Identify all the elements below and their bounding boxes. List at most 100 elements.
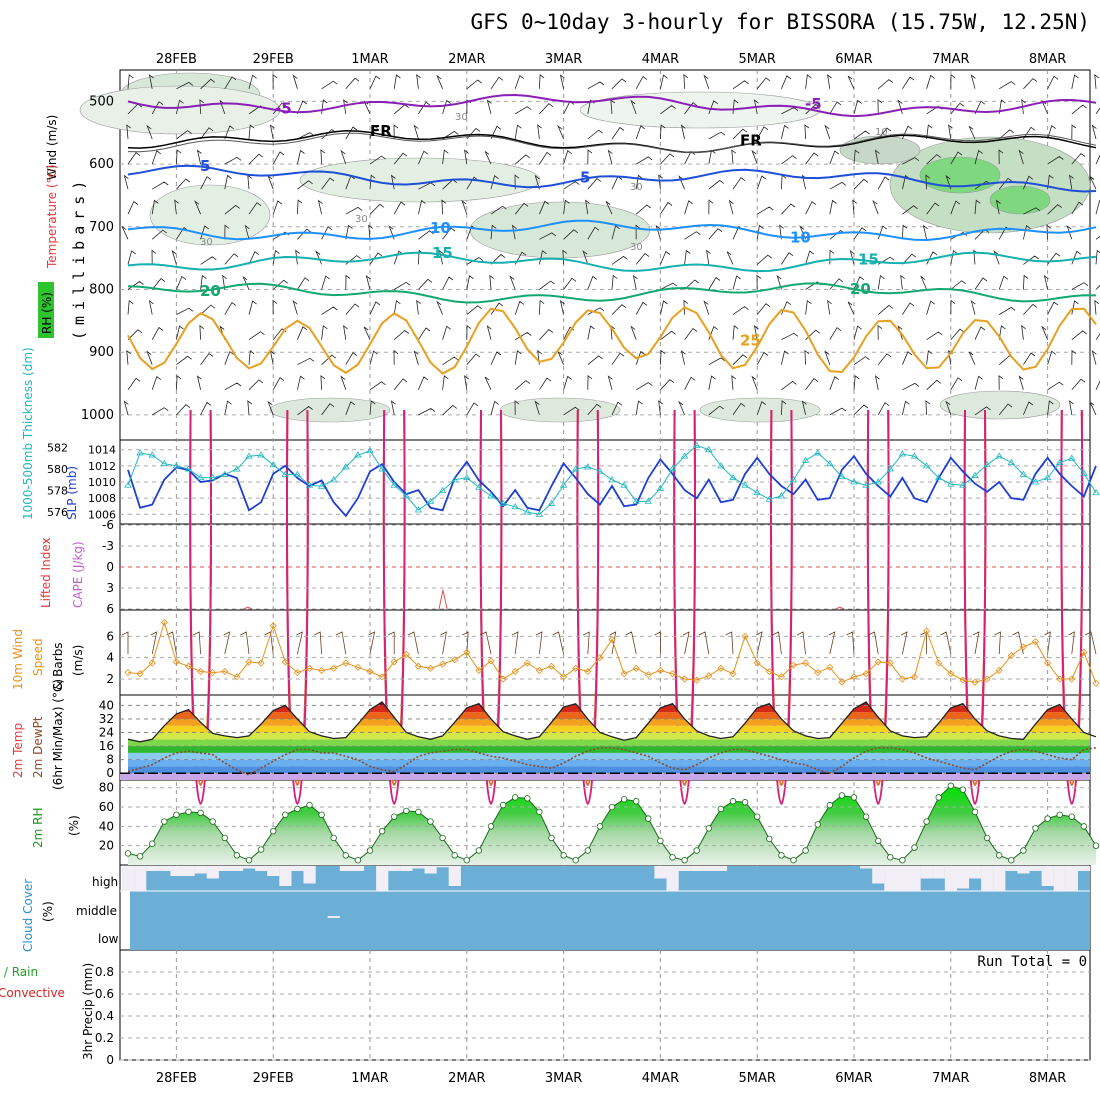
rh-2m-point	[947, 782, 954, 789]
thickness-point	[208, 473, 217, 481]
date-label-bottom: 5MAR	[738, 1071, 775, 1086]
pressure-tick-label: 1000	[81, 408, 114, 423]
rh-2m-point	[790, 856, 797, 864]
rh-2m-point	[560, 852, 567, 859]
cloud-high-bar	[956, 866, 970, 889]
cloud-high-bar	[714, 866, 728, 871]
cloud-high-bar	[230, 866, 244, 871]
thickness-point	[329, 476, 338, 483]
rh-2m-point	[161, 818, 168, 825]
thickness-point	[826, 459, 834, 467]
date-label-top: 5MAR	[738, 52, 775, 67]
thickness-point	[862, 481, 870, 488]
wind-speed-point	[221, 667, 229, 676]
thickness-point	[523, 508, 532, 515]
thickness-point	[741, 481, 749, 488]
wind-speed-point	[572, 664, 580, 672]
rh-2m-label: 2m RH	[31, 808, 45, 849]
temp-2m-label: 2m Temp	[11, 723, 25, 778]
isotherm-line	[127, 93, 1097, 118]
slp-label: SLP (mb)	[65, 466, 79, 520]
cloud-high-bar	[908, 866, 921, 891]
rh-2m-point	[1020, 847, 1027, 854]
rh-contour-area	[839, 135, 921, 165]
stability-tick-label: 6	[106, 602, 114, 616]
stability-panel: -6 -3 0 3 6	[102, 518, 1090, 616]
wind-speed-point	[209, 669, 217, 677]
wind-speed-point	[366, 667, 374, 676]
rh-2m-panel: 20 40 60 80	[99, 781, 1100, 865]
panel-frame	[119, 69, 1091, 441]
thickness-point	[1092, 488, 1100, 496]
isotherm-line	[127, 282, 1097, 304]
cloud-high-label: high	[92, 875, 118, 889]
cloud-cover-panel	[120, 866, 1091, 950]
cloud-high-bar	[1005, 866, 1018, 871]
wind-speed-point	[318, 666, 326, 675]
rh-2m-point	[536, 808, 543, 816]
thickness-point	[233, 465, 241, 472]
thickness-point	[378, 465, 386, 472]
slp-tick-label: 1006	[88, 508, 116, 521]
warm-contour	[866, 409, 890, 805]
wind-speed-point	[463, 648, 471, 656]
rh-2m-point	[693, 847, 700, 854]
cloud-high-bar	[122, 866, 135, 891]
rh-2m-point	[342, 852, 349, 859]
temp-band	[128, 739, 1090, 747]
wind-speed-point	[959, 676, 967, 684]
thickness-point	[438, 486, 447, 494]
thickness-point	[995, 452, 1003, 459]
lifted-index-spike	[243, 606, 253, 610]
thickness-point	[426, 497, 435, 504]
date-label-top: 8MAR	[1029, 52, 1066, 67]
wind-speed-point	[608, 635, 616, 644]
wind-speed-point	[620, 670, 628, 678]
date-label-bottom: 6MAR	[835, 1071, 872, 1086]
cloud-high-bar	[243, 866, 256, 869]
slp-tick-label: 1012	[88, 460, 116, 473]
temp-band	[128, 759, 1090, 767]
temp-tick-label: 40	[99, 698, 114, 712]
cloud-high-bar	[146, 866, 159, 871]
rh-tick-label: 80	[99, 781, 114, 795]
rh-2m-units: (%)	[67, 815, 81, 836]
rh-2m-point	[620, 796, 628, 803]
cloud-middle-label: middle	[76, 904, 117, 918]
wind-speed-point	[293, 669, 301, 677]
thickness-point	[221, 470, 229, 477]
cloud-high-bar	[436, 866, 449, 868]
rh-2m-point	[487, 823, 495, 830]
cloud-high-bar	[255, 866, 268, 871]
wind-speed-point	[330, 664, 338, 672]
thickness-point	[269, 460, 277, 468]
dewpt-2m-label: 2m DewPt	[31, 716, 45, 778]
cloud-cover-units: (%)	[41, 901, 55, 922]
rh-2m-point	[923, 818, 930, 825]
rh-2m-point	[584, 847, 591, 854]
pressure-tick-label: 800	[89, 282, 114, 297]
cloud-high-bar	[303, 866, 316, 884]
wind-speed-point	[584, 667, 592, 676]
warm-contour	[382, 409, 406, 805]
rh-2m-point	[451, 852, 458, 859]
date-label-top: 1MAR	[351, 52, 388, 67]
cloud-high-bar	[1029, 866, 1042, 871]
cloud-high-bar	[920, 866, 933, 879]
wind-speed-point	[826, 663, 834, 671]
wind-speed-point	[487, 657, 495, 665]
rh-2m-point	[173, 811, 180, 818]
temp-tick-label: 32	[99, 712, 114, 726]
cloud-high-bar	[993, 866, 1006, 891]
rh-2m-point	[257, 846, 265, 853]
rh-2m-point	[439, 834, 446, 842]
warm-contour	[286, 409, 309, 805]
pressure-tick-labels: 500 600 700 800 900 1000	[81, 94, 114, 423]
rh-2m-point	[378, 827, 386, 835]
thickness-point	[1043, 473, 1052, 481]
upper-air-rh-label: RH (%)	[40, 292, 54, 334]
date-label-bottom: 7MAR	[932, 1071, 969, 1086]
freezing-band	[120, 773, 1090, 780]
cloud-high-bar	[1077, 866, 1091, 871]
